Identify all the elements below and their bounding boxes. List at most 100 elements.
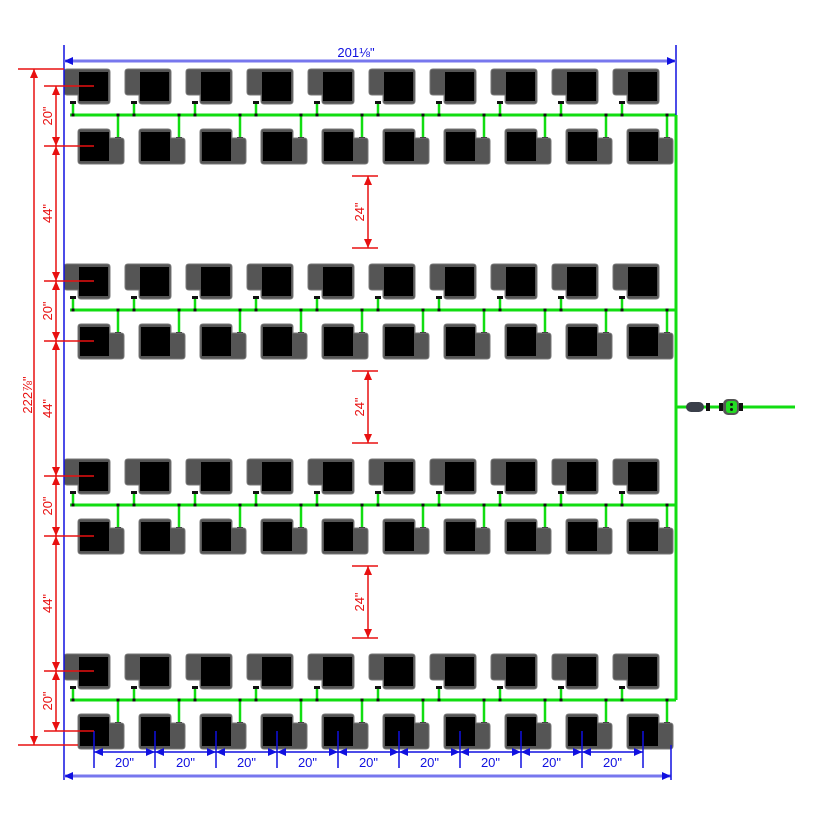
arrow-head [30,69,38,78]
group-spacing-label: 44" [40,594,55,613]
tee-fitting-icon [254,113,258,117]
pot-insert [384,657,413,686]
pot-insert [629,132,658,161]
pot-insert [506,267,535,296]
pot-insert [140,657,169,686]
pot-insert [140,72,169,101]
pot-insert [446,522,475,551]
dripper-icon [131,491,137,494]
dripper-icon [497,491,503,494]
arrow-head [52,146,60,155]
arrow-head [155,748,164,756]
tee-fitting-icon [543,698,547,702]
tee-fitting-icon [421,308,425,312]
pot-insert [506,462,535,491]
tee-fitting-icon [254,503,258,507]
pot-insert [384,462,413,491]
filter-dot-icon [730,408,733,411]
pot-insert [384,72,413,101]
dripper-icon [314,686,320,689]
pot-insert [141,327,170,356]
tee-fitting-icon [665,113,669,117]
arrow-head [207,748,216,756]
tee-fitting-icon [482,308,486,312]
arrow-head [64,57,73,65]
tee-fitting-icon [437,698,441,702]
pot-insert [262,72,291,101]
tee-fitting-icon [238,698,242,702]
connector-ring-icon [719,403,723,411]
tee-fitting-icon [116,308,120,312]
dripper-icon [497,101,503,104]
dripper-icon [131,296,137,299]
pot-insert [567,72,596,101]
arrow-head [634,748,643,756]
tee-fitting-icon [299,698,303,702]
dripper-icon [70,101,76,104]
tee-fitting-icon [620,113,624,117]
pot-spacing-label: 20" [420,755,439,770]
aisle-width-label: 24" [352,397,367,416]
dripper-icon [436,296,442,299]
tee-fitting-icon [177,698,181,702]
pot-insert [446,132,475,161]
tee-fitting-icon [376,503,380,507]
dripper-icon [192,296,198,299]
tee-fitting-icon [238,308,242,312]
pot-spacing-label: 20" [237,755,256,770]
pot-insert [507,132,536,161]
pot-insert [568,522,597,551]
arrow-head [667,57,676,65]
arrow-head [521,748,530,756]
dripper-icon [436,686,442,689]
tee-fitting-icon [254,698,258,702]
pot-spacing-label: 20" [542,755,561,770]
tee-fitting-icon [665,503,669,507]
pot-insert [324,522,353,551]
arrow-head [582,748,591,756]
tee-fitting-icon [559,113,563,117]
tee-fitting-icon [620,698,624,702]
pot-spacing-label: 20" [359,755,378,770]
dripper-icon [253,491,259,494]
dripper-icon [314,296,320,299]
arrow-head [399,748,408,756]
pot-insert [507,522,536,551]
pot-insert [323,72,352,101]
tee-fitting-icon [604,308,608,312]
tee-fitting-icon [437,113,441,117]
arrow-head [364,371,372,380]
tee-fitting-icon [665,308,669,312]
dripper-icon [314,491,320,494]
arrow-head [662,772,671,780]
dripper-icon [375,296,381,299]
tee-fitting-icon [299,308,303,312]
tee-fitting-icon [238,113,242,117]
pot-spacing-label: 20" [298,755,317,770]
arrow-head [268,748,277,756]
tee-fitting-icon [116,503,120,507]
pot-insert [324,327,353,356]
tee-fitting-icon [315,698,319,702]
tee-fitting-icon [177,113,181,117]
tee-fitting-icon [665,698,669,702]
arrow-head [64,772,73,780]
arrow-head [451,748,460,756]
tee-fitting-icon [498,113,502,117]
pot-insert [628,657,657,686]
dripper-icon [558,296,564,299]
pot-insert [201,267,230,296]
dripper-icon [375,686,381,689]
dripper-icon [619,686,625,689]
arrow-head [52,722,60,731]
tee-fitting-icon [315,503,319,507]
pot-insert [263,522,292,551]
overall-width-label: 201⅛" [337,45,375,60]
arrow-head [512,748,521,756]
pot-spacing-label: 20" [176,755,195,770]
dripper-icon [375,491,381,494]
dripper-icon [436,101,442,104]
arrow-head [329,748,338,756]
filter-body-icon [726,401,737,413]
